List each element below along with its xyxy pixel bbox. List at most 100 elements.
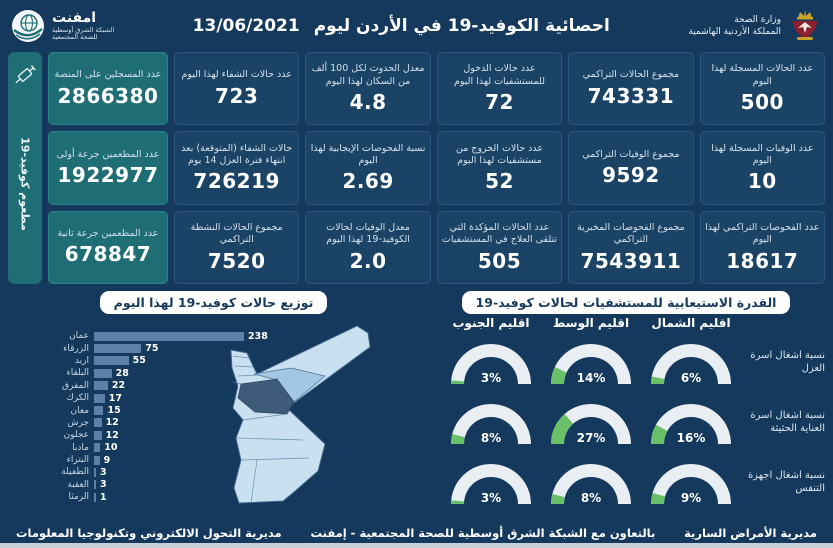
stat-card-value: 18617 — [726, 248, 799, 273]
stats-column: عدد حالات الشفاء لهذا اليوم 723 حالات الشف… — [173, 52, 300, 284]
emphnet-logo-block: امفنت الشبكة الشرق أوسطية للصحة المجتمعي… — [10, 8, 114, 44]
gauge-row-label: نسبة اشغال اسرة العناية الحثيثة — [750, 409, 825, 435]
vaccination-strip-label: مطعوم كوفيد-19 — [18, 137, 32, 232]
vaccination-strip: مطعوم كوفيد-19 — [7, 52, 42, 284]
bar — [94, 467, 96, 477]
stat-card: معدل الوفيات لحالات الكوفيد-19 لهذا اليو… — [305, 210, 431, 284]
bar-label: المفرق — [62, 380, 89, 391]
governorate-bar-chart: عمان 238 الزرقاء 75 اربد 55 البلقاء 28 المفرق 22 ا… — [48, 330, 268, 503]
stat-card: مجموع الحالات التراكمي 743331 — [568, 52, 694, 126]
map-internal-borders — [232, 355, 310, 504]
gauge: 9% — [647, 456, 735, 506]
ministry-name: وزارة الصحة — [734, 14, 781, 25]
bar-value: 15 — [107, 405, 121, 417]
bar-label: مادبا — [72, 442, 89, 453]
bar-row: العقبة 3 — [48, 479, 268, 491]
stat-card: عدد الحالات المؤكدة التي تتلقى العلاج في… — [436, 210, 563, 284]
stat-card: مجموع الفحوصات المخبرية التراكمي 7543911 — [568, 210, 694, 284]
bar-value: 28 — [115, 367, 129, 379]
bar-label: الطفيلة — [61, 467, 89, 478]
page-title: احصائية الكوفيد-19 في الأردن ليوم 13/06/… — [193, 16, 610, 36]
bar-label: اربد — [74, 355, 89, 366]
bottom-strip — [0, 543, 833, 548]
bar-row: الكرك 17 — [48, 392, 268, 404]
stat-card-value: 4.8 — [349, 90, 387, 114]
bar-row: مادبا 10 — [48, 442, 268, 454]
bar-label: معان — [70, 405, 89, 416]
bar — [94, 492, 96, 502]
stat-card-label: عدد الحالات المؤكدة التي تتلقى العلاج في… — [441, 221, 558, 246]
bar — [94, 418, 102, 428]
bottom-section: القدرة الاستيعابية للمستشفيات لحالات كوف… — [0, 284, 833, 512]
distribution-title: توزيع حالات كوفيد-19 لهذا اليوم — [99, 291, 328, 314]
bar-value: 238 — [248, 330, 268, 342]
stat-card-value: 500 — [740, 90, 784, 114]
footer-left: مديرية التحول الالكتروني وتكنولوجيا المع… — [16, 526, 282, 540]
bar — [94, 480, 96, 490]
stat-card-value: 2866380 — [57, 83, 159, 108]
case-distribution-panel: توزيع حالات كوفيد-19 لهذا اليوم عمان 238 ا… — [8, 286, 419, 512]
gauge-value: 8% — [580, 491, 602, 505]
footer-right: مديرية الأمراض السارية — [684, 526, 817, 540]
stat-card: مجموع الوفيات التراكمي 9592 — [568, 131, 694, 205]
stat-card: عدد الحالات المسجلة لهذا اليوم 500 — [699, 52, 825, 126]
bar-label: الكرك — [66, 393, 89, 404]
header: وزارة الصحة المملكة الأردنية الهاشمية اح… — [0, 0, 833, 48]
bar — [94, 331, 244, 341]
hospital-capacity-panel: القدرة الاستيعابية للمستشفيات لحالات كوف… — [427, 286, 825, 512]
stat-card-label: عدد المطعمين جرعة ثانية — [57, 228, 159, 240]
stats-column: مجموع الحالات التراكمي 743331 مجموع الوفيا… — [568, 52, 694, 284]
bar-value: 55 — [132, 355, 146, 367]
bar-row: الطفيلة 3 — [48, 466, 268, 478]
stat-card-label: عدد المسجلين على المنصة — [54, 69, 162, 81]
stat-card-label: عدد المطعمين جرعة أولى — [56, 148, 160, 160]
stat-card-label: مجموع الحالات التراكمي — [582, 69, 680, 81]
emphnet-globe-icon — [12, 10, 45, 42]
gauge-value: 6% — [680, 371, 702, 385]
footer-center: بالتعاون مع الشبكة الشرق أوسطية للصحة ال… — [310, 526, 656, 540]
gauge: 27% — [547, 396, 635, 446]
gauge-value: 16% — [676, 431, 706, 445]
stats-column: عدد حالات الدخول للمستشفيات لهذا اليوم 72… — [436, 52, 563, 284]
bar — [94, 430, 102, 440]
stat-card-label: مجموع الحالات النشطة التراكمي — [190, 221, 283, 246]
stat-card: عدد حالات الشفاء لهذا اليوم 723 — [173, 52, 300, 126]
bar-value: 17 — [108, 392, 122, 404]
emphnet-name: امفنت — [52, 10, 97, 27]
region-header: اقليم الشمال — [651, 316, 731, 330]
title-date: 13/06/2021 — [192, 16, 300, 36]
stat-card: عدد المسجلين على المنصة 2866380 — [47, 52, 168, 126]
capacity-title: القدرة الاستيعابية للمستشفيات لحالات كوف… — [461, 291, 791, 314]
bar-value: 12 — [105, 417, 119, 429]
jordan-map — [230, 325, 371, 504]
stat-card-label: مجموع الوفيات التراكمي — [582, 148, 680, 160]
bar-row: اربد 55 — [48, 355, 268, 367]
stat-card-label: مجموع الفحوصات المخبرية التراكمي — [577, 221, 685, 246]
bar — [94, 393, 105, 403]
stat-card-value: 52 — [485, 169, 514, 194]
gauge: 3% — [447, 336, 535, 386]
bar-label: جرش — [67, 417, 89, 428]
syringe-icon — [15, 65, 36, 84]
vaccination-cards-column: عدد المسجلين على المنصة 2866380 عدد المطعم… — [47, 52, 168, 284]
bar — [94, 381, 108, 391]
bar-label: عجلون — [63, 430, 89, 441]
stats-grid: عدد الحالات المسجلة لهذا اليوم 500 عدد الو… — [0, 48, 833, 284]
stat-card: مجموع الحالات النشطة التراكمي 7520 — [173, 210, 300, 284]
gauge-value: 27% — [576, 431, 606, 445]
stat-card-label: عدد الحالات المسجلة لهذا اليوم — [711, 63, 814, 87]
stat-card-value: 10 — [747, 169, 777, 194]
bar-row: الزرقاء 75 — [48, 342, 268, 354]
bar-label: عمان — [69, 331, 89, 342]
bar-value: 75 — [145, 343, 159, 355]
stat-card-label: عدد الوفيات المسجلة لهذا اليوم — [711, 142, 814, 166]
bar-value: 22 — [111, 380, 126, 392]
stat-card: عدد المطعمين جرعة ثانية 678847 — [47, 210, 168, 284]
bar — [94, 356, 129, 366]
bar-row: معان 15 — [48, 404, 268, 416]
emphnet-subtitle: الشبكة الشرق أوسطية للصحة المجتمعية — [52, 25, 115, 41]
gauge-grid: اقليم الشمال اقليم الوسط اقليم الجنوب نسبة … — [427, 316, 825, 512]
stat-card-label: عدد الفحوصات التراكمي لهذا اليوم — [705, 221, 820, 246]
region-header: اقليم الوسط — [552, 316, 630, 330]
gauge: 3% — [447, 456, 535, 506]
